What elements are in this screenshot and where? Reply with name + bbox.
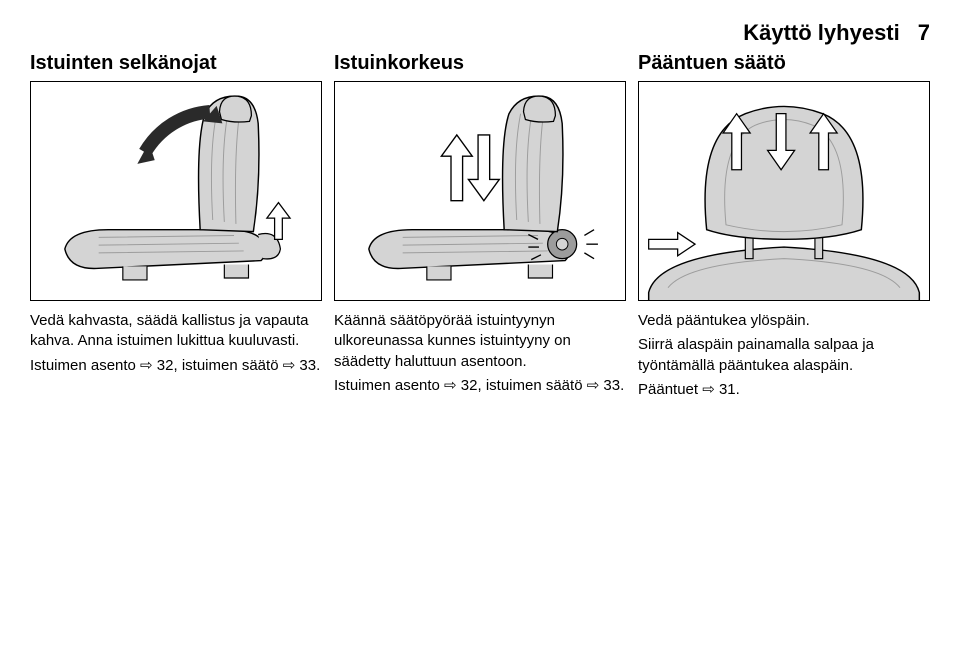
column-height: Istuinkorkeus [334, 52, 626, 404]
text: Vedä pääntukea ylöspäin. [638, 311, 930, 331]
column-headrest: Pääntuen säätö [638, 52, 930, 404]
text: Istuimen asento ⇨ 32, istuimen säätö ⇨ 3… [30, 356, 322, 376]
text: Istuimen asento ⇨ 32, istuimen säätö ⇨ 3… [334, 376, 626, 396]
heading-backrest: Istuinten selkänojat [30, 52, 322, 75]
caption-backrest: Vedä kahvasta, säädä kallistus ja vapaut… [30, 311, 322, 380]
text: Vedä kahvasta, säädä kallistus ja vapaut… [30, 311, 322, 352]
caption-headrest: Vedä pääntukea ylöspäin. Siirrä alaspäin… [638, 311, 930, 404]
page-header: Käyttö lyhyesti 7 [30, 20, 930, 46]
columns: Istuinten selkänojat [30, 52, 930, 404]
page: Käyttö lyhyesti 7 Istuinten selkänojat [0, 0, 960, 653]
illustration-height [334, 81, 626, 301]
illustration-headrest [638, 81, 930, 301]
heading-headrest: Pääntuen säätö [638, 52, 930, 75]
text: Käännä säätöpyörää istuintyynyn ulkoreun… [334, 311, 626, 372]
text: Siirrä alaspäin painamalla salpaa ja työ… [638, 335, 930, 376]
text: Pääntuet ⇨ 31. [638, 380, 930, 400]
caption-height: Käännä säätöpyörää istuintyynyn ulkoreun… [334, 311, 626, 400]
column-backrest: Istuinten selkänojat [30, 52, 322, 404]
illustration-backrest [30, 81, 322, 301]
section-title: Käyttö lyhyesti [743, 20, 900, 46]
heading-height: Istuinkorkeus [334, 52, 626, 75]
page-number: 7 [918, 20, 930, 46]
